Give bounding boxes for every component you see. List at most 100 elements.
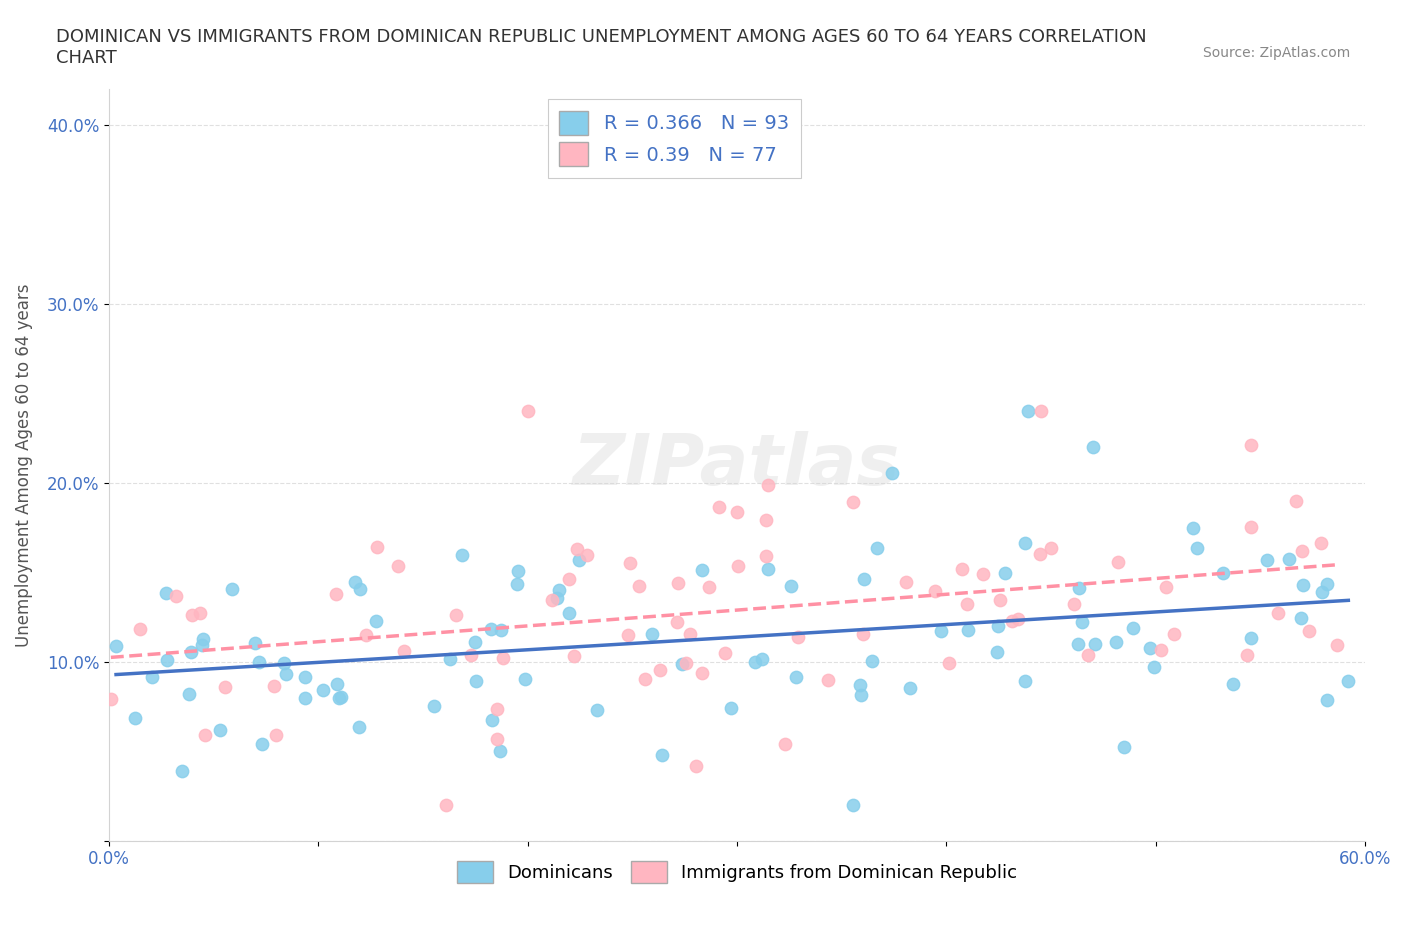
Point — [666, 576, 689, 591]
Point — [129, 621, 152, 636]
Point — [347, 720, 370, 735]
Point — [852, 627, 875, 642]
Point — [1316, 693, 1339, 708]
Point — [214, 680, 236, 695]
Point — [194, 728, 217, 743]
Point — [786, 630, 808, 644]
Point — [274, 666, 297, 681]
Point — [987, 618, 1010, 633]
Point — [464, 634, 486, 649]
Point — [1007, 612, 1029, 627]
Point — [170, 764, 193, 778]
Point — [720, 700, 742, 715]
Point — [541, 592, 564, 607]
Point — [714, 645, 737, 660]
Point — [565, 541, 588, 556]
Point — [568, 552, 591, 567]
Point — [1071, 615, 1094, 630]
Point — [252, 737, 274, 751]
Point — [1278, 551, 1301, 566]
Point — [481, 713, 503, 728]
Point — [1256, 552, 1278, 567]
Point — [1337, 674, 1360, 689]
Point — [191, 637, 214, 652]
Point — [929, 623, 952, 638]
Point — [950, 561, 973, 576]
Point — [209, 722, 232, 737]
Point — [141, 670, 163, 684]
Point — [817, 672, 839, 687]
Point — [616, 628, 638, 643]
Point — [679, 626, 702, 641]
Point — [1028, 547, 1050, 562]
Point — [1285, 493, 1308, 508]
Point — [756, 562, 779, 577]
Point — [344, 575, 367, 590]
Point — [755, 549, 778, 564]
Point — [665, 615, 688, 630]
Point — [562, 648, 585, 663]
Point — [1298, 623, 1320, 638]
Point — [994, 565, 1017, 580]
Point — [956, 597, 979, 612]
Point — [364, 614, 387, 629]
Point — [690, 666, 713, 681]
Point — [326, 677, 349, 692]
Point — [690, 563, 713, 578]
Point — [1291, 543, 1313, 558]
Point — [548, 582, 571, 597]
Point — [1084, 636, 1107, 651]
Point — [180, 644, 202, 659]
Point — [1029, 404, 1052, 418]
Point — [156, 653, 179, 668]
Point — [988, 592, 1011, 607]
Point — [1040, 540, 1063, 555]
Point — [1105, 635, 1128, 650]
Point — [751, 652, 773, 667]
Point — [1309, 536, 1331, 551]
Point — [221, 581, 243, 596]
Point — [105, 639, 128, 654]
Point — [423, 698, 446, 713]
Point — [1150, 643, 1173, 658]
Point — [685, 758, 707, 773]
Point — [648, 663, 671, 678]
Point — [671, 657, 693, 671]
Point — [842, 495, 865, 510]
Point — [485, 732, 508, 747]
Point — [1114, 739, 1136, 754]
Point — [387, 558, 409, 573]
Point — [576, 548, 599, 563]
Point — [957, 623, 980, 638]
Point — [1267, 605, 1289, 620]
Point — [506, 564, 529, 578]
Point — [1081, 440, 1104, 455]
Point — [744, 655, 766, 670]
Point — [312, 683, 335, 698]
Point — [465, 674, 488, 689]
Point — [775, 737, 797, 751]
Point — [1139, 641, 1161, 656]
Point — [1017, 404, 1039, 418]
Point — [586, 702, 609, 717]
Point — [492, 650, 515, 665]
Point — [191, 631, 214, 646]
Point — [188, 605, 211, 620]
Point — [628, 578, 651, 593]
Point — [756, 477, 779, 492]
Point — [866, 540, 889, 555]
Point — [488, 744, 510, 759]
Point — [1107, 555, 1129, 570]
Point — [506, 576, 529, 591]
Point — [325, 586, 347, 601]
Point — [1143, 659, 1166, 674]
Point — [924, 584, 946, 599]
Point — [898, 681, 921, 696]
Text: ZIPatlas: ZIPatlas — [574, 431, 901, 499]
Point — [489, 622, 512, 637]
Point — [842, 798, 865, 813]
Point — [880, 466, 903, 481]
Point — [1066, 637, 1088, 652]
Point — [165, 589, 187, 604]
Point — [1122, 621, 1144, 636]
